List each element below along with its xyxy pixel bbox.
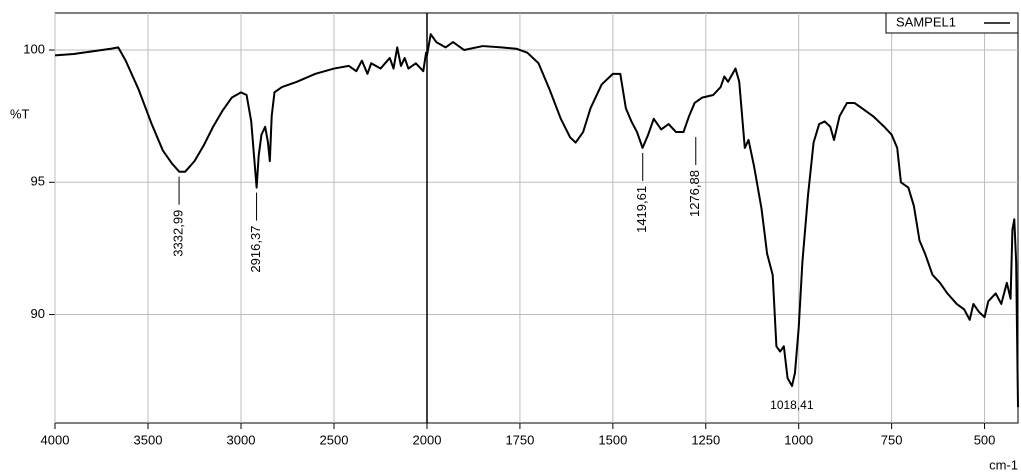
x-tick-label: 2000: [413, 432, 442, 447]
x-tick-label: 750: [881, 432, 903, 447]
peak-label: 1018,41: [770, 398, 814, 412]
peak-label: 2916,37: [248, 226, 263, 273]
x-tick-label: 1250: [691, 432, 720, 447]
peak-label: 3332,99: [171, 210, 186, 257]
y-axis-label: %T: [10, 106, 30, 121]
x-tick-label: 3000: [227, 432, 256, 447]
x-tick-label: 2500: [320, 432, 349, 447]
x-tick-label: 500: [974, 432, 996, 447]
legend-box: [885, 12, 1019, 34]
x-tick-label: 1500: [598, 432, 627, 447]
x-tick-label: 3500: [134, 432, 163, 447]
peak-label: 1419,61: [634, 186, 649, 233]
y-tick-label: 90: [31, 306, 45, 321]
y-tick-label: 100: [23, 41, 45, 56]
x-tick-label: 1750: [505, 432, 534, 447]
y-tick-label: 95: [31, 174, 45, 189]
x-tick-label: 4000: [41, 432, 70, 447]
x-tick-label: 1000: [784, 432, 813, 447]
plot-frame: [54, 12, 1019, 424]
spectrum-line: [54, 33, 1019, 408]
peak-label: 1276,88: [687, 170, 702, 217]
x-axis-label: cm-1: [989, 457, 1018, 472]
legend-label: SAMPEL1: [896, 14, 956, 29]
